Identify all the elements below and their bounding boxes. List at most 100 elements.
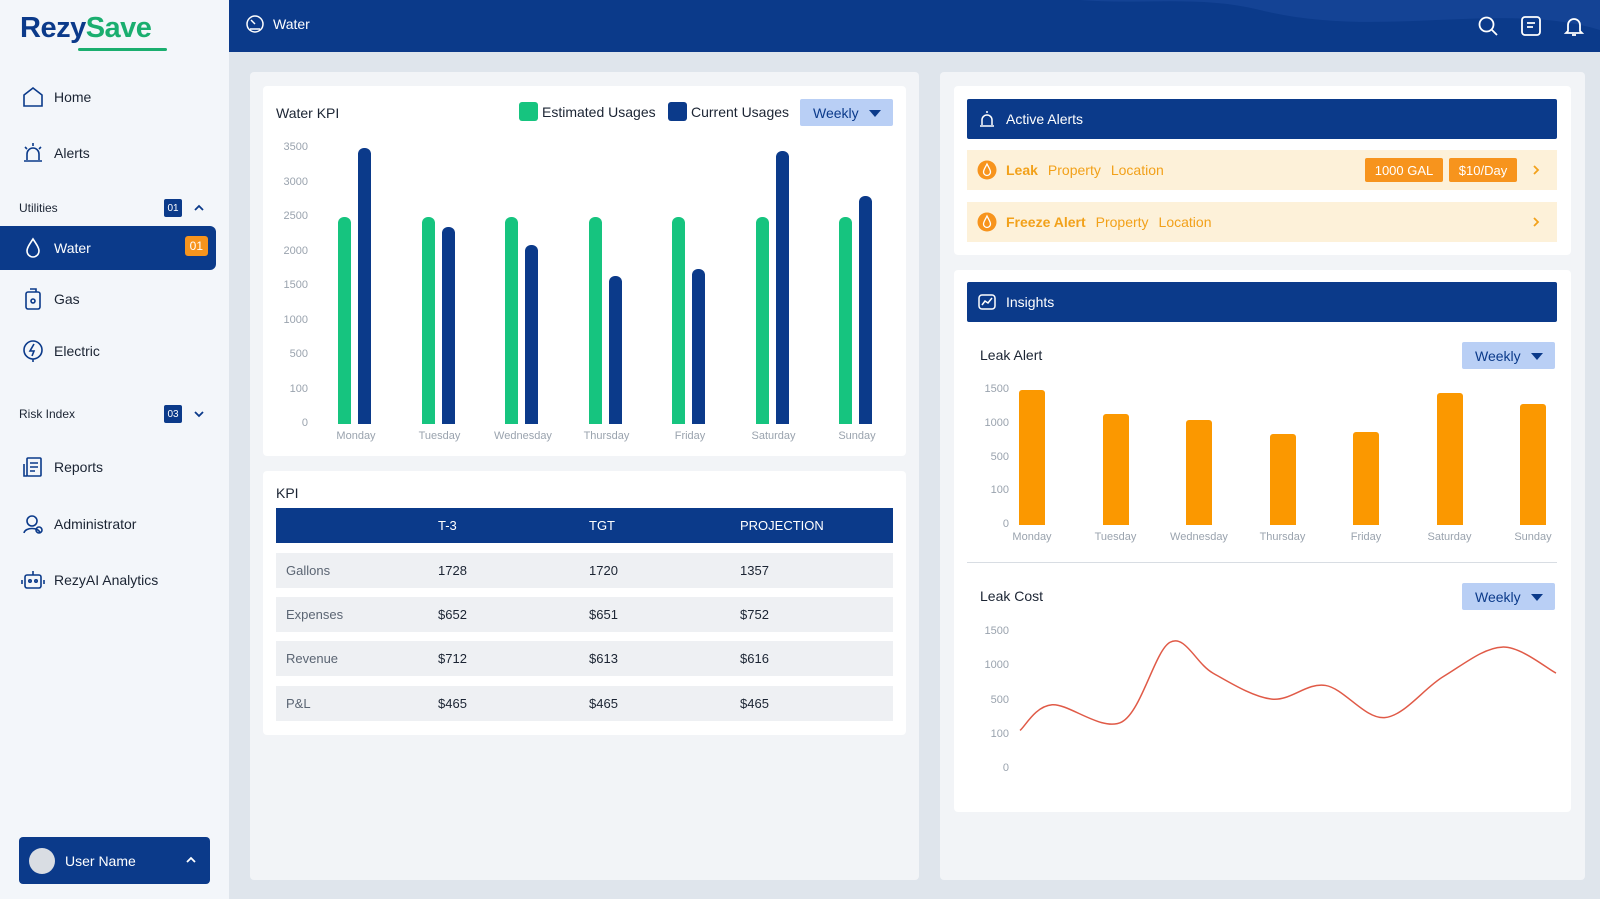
y-tick-label: 500	[990, 450, 1009, 463]
bar-current	[358, 148, 371, 424]
alert-property: Property	[1095, 214, 1149, 230]
x-tick-label: Saturday	[751, 430, 796, 442]
table-cell: $465	[589, 696, 618, 711]
sidebar-item-label: Reports	[54, 459, 104, 475]
y-tick-label: 1000	[283, 313, 308, 326]
header-wave-decoration	[1080, 0, 1600, 30]
chevron-down-icon[interactable]	[192, 407, 206, 421]
alert-row-leak[interactable]: Leak Property Location 1000 GAL $10/Day	[967, 150, 1557, 190]
sidebar-item-gas[interactable]: Gas	[0, 277, 216, 321]
x-tick-label: Wednesday	[1170, 531, 1228, 543]
chevron-up-icon[interactable]	[192, 201, 206, 215]
sidebar-item-label: Gas	[54, 291, 80, 307]
row-label: Expenses	[286, 607, 344, 622]
table-cell: $616	[740, 651, 769, 666]
table-row: P&L $465 $465 $465	[276, 686, 893, 721]
x-tick-label: Sunday	[838, 430, 876, 442]
leak-alert-bar	[1436, 393, 1463, 525]
table-cell: 1720	[589, 563, 618, 578]
dropdown-arrow-icon	[1531, 353, 1543, 360]
search-icon[interactable]	[1476, 14, 1500, 38]
column-header: T-3	[438, 518, 457, 533]
alert-amount-badge: 1000 GAL	[1365, 158, 1443, 182]
reports-icon	[23, 457, 42, 477]
bar-estimated	[672, 217, 685, 424]
insights-header: Insights	[967, 282, 1557, 322]
topbar: Water	[229, 0, 1600, 52]
column-header: TGT	[589, 518, 615, 533]
table-cell: $652	[438, 607, 467, 622]
row-label: Revenue	[286, 651, 339, 666]
sidebar-item-label: Administrator	[54, 516, 137, 532]
bar-current	[525, 244, 538, 424]
sidebar-item-home[interactable]: Home	[0, 75, 216, 119]
leak-cost-weekly-dropdown[interactable]: Weekly	[1462, 583, 1555, 610]
table-cell: $712	[438, 651, 467, 666]
sidebar-item-water[interactable]: Water 01	[0, 226, 216, 270]
notes-icon[interactable]	[1519, 14, 1543, 38]
table-row: Revenue $712 $613 $616	[276, 641, 893, 676]
leak-alert-bar	[1269, 433, 1296, 525]
water-kpi-title: Water KPI	[276, 105, 340, 121]
table-cell: $465	[438, 696, 467, 711]
table-row: Gallons 1728 1720 1357	[276, 553, 893, 588]
y-tick-label: 3000	[283, 175, 308, 188]
water-badge: 01	[184, 236, 208, 256]
y-tick-label: 1000	[984, 416, 1009, 429]
x-tick-label: Monday	[336, 430, 376, 442]
user-menu[interactable]: User Name	[19, 837, 210, 884]
water-drop-icon	[977, 212, 997, 232]
insights-chart-icon	[978, 294, 996, 310]
bell-icon[interactable]	[1562, 14, 1586, 38]
table-cell: 1357	[740, 563, 769, 578]
sidebar-item-rezyai-analytics[interactable]: RezyAI Analytics	[0, 558, 216, 602]
x-tick-label: Tuesday	[418, 430, 461, 442]
table-cell: $613	[589, 651, 618, 666]
logo[interactable]: RezySave	[20, 12, 167, 51]
dropdown-arrow-icon	[869, 110, 881, 117]
legend-swatch-current	[668, 102, 687, 121]
bar-estimated	[588, 217, 602, 424]
water-kpi-weekly-dropdown[interactable]: Weekly	[800, 99, 893, 126]
bar-estimated	[505, 217, 518, 424]
leak-cost-title: Leak Cost	[980, 588, 1044, 604]
leak-alert-bar	[1102, 413, 1129, 525]
kpi-table-title: KPI	[276, 485, 299, 501]
y-tick-label: 0	[301, 417, 308, 429]
y-tick-label: 1500	[984, 625, 1009, 637]
alert-row-freeze[interactable]: Freeze Alert Property Location	[967, 202, 1557, 242]
alert-type: Leak	[1006, 162, 1038, 178]
sidebar-item-administrator[interactable]: Administrator	[0, 502, 216, 546]
bar-current	[441, 227, 455, 424]
alert-property: Property	[1047, 162, 1101, 178]
user-name: User Name	[65, 852, 136, 869]
table-row: Expenses $652 $651 $752	[276, 597, 893, 632]
utilities-badge: 01	[164, 199, 182, 217]
sidebar-item-label: Water	[54, 240, 91, 256]
insights-divider	[967, 562, 1557, 563]
y-tick-label: 1000	[984, 659, 1009, 672]
sidebar-item-electric[interactable]: Electric	[0, 329, 216, 373]
y-tick-label: 100	[990, 727, 1009, 740]
sidebar-item-reports[interactable]: Reports	[0, 445, 216, 489]
y-tick-label: 100	[289, 382, 308, 395]
y-tick-label: 1500	[984, 383, 1009, 395]
x-tick-label: Friday	[1350, 531, 1382, 543]
bar-estimated	[421, 217, 435, 424]
robot-icon	[21, 571, 45, 589]
utilities-label: Utilities	[19, 201, 58, 215]
alert-cost-badge: $10/Day	[1449, 158, 1517, 182]
alert-location: Location	[1158, 214, 1212, 230]
sidebar: RezySave Home Alerts Utilities 01 Water …	[0, 0, 229, 899]
table-cell: $465	[740, 696, 769, 711]
sidebar-item-alerts[interactable]: Alerts	[0, 131, 216, 175]
chevron-right-icon	[1533, 217, 1540, 227]
alert-location: Location	[1110, 162, 1164, 178]
table-cell: $752	[740, 607, 769, 622]
alert-type: Freeze Alert	[1006, 214, 1086, 230]
x-tick-label: Friday	[674, 430, 706, 442]
dropdown-arrow-icon	[1531, 594, 1543, 601]
x-tick-label: Wednesday	[494, 430, 552, 442]
alarm-icon	[24, 143, 42, 162]
leak-alert-weekly-dropdown[interactable]: Weekly	[1462, 342, 1555, 369]
